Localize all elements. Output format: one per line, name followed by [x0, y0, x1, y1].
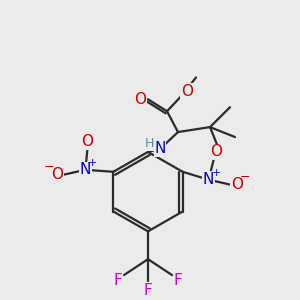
Text: F: F — [114, 272, 122, 287]
Text: O: O — [51, 167, 63, 182]
Text: H: H — [144, 137, 154, 151]
Text: O: O — [181, 84, 193, 99]
Text: N: N — [80, 162, 91, 177]
Text: O: O — [81, 134, 93, 149]
Text: F: F — [144, 284, 152, 298]
Text: +: + — [88, 158, 97, 168]
Text: N: N — [203, 172, 214, 187]
Text: F: F — [174, 272, 182, 287]
Text: O: O — [231, 177, 243, 192]
Text: +: + — [212, 168, 221, 178]
Text: −: − — [44, 161, 55, 174]
Text: O: O — [210, 144, 222, 159]
Text: O: O — [134, 92, 146, 107]
Text: −: − — [239, 171, 250, 184]
Text: N: N — [154, 141, 166, 156]
